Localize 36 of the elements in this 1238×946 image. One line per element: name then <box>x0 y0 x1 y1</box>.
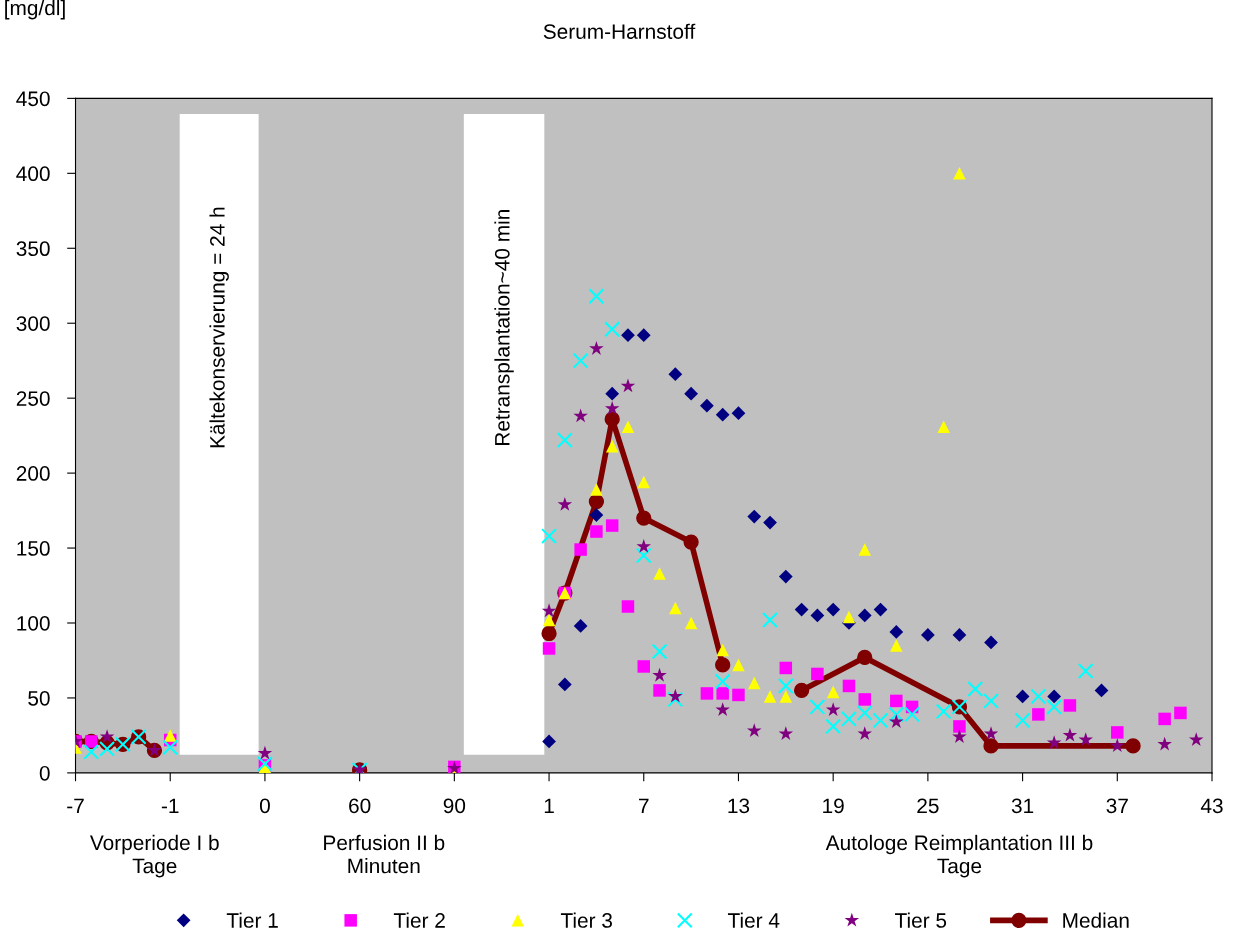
y-tick-label: 100 <box>17 615 50 631</box>
annotation: Retransplantation~40 min <box>494 210 514 445</box>
text: Perfusion II b Minuten <box>324 834 445 874</box>
legend-label: Tier 2 <box>393 912 445 928</box>
x-tick-label: 60 <box>349 798 371 814</box>
x-tick-label: -7 <box>67 798 84 813</box>
text: Autologe Reimplantation III b Tage <box>825 834 1093 878</box>
x-tick-label: 25 <box>917 798 939 814</box>
text: Vorperiode I b Tage <box>89 834 219 878</box>
y-tick-label: 450 <box>16 91 50 107</box>
x-tick-label: 43 <box>1200 798 1223 814</box>
legend-label: Tier 5 <box>895 912 947 928</box>
y-tick-label: 200 <box>16 466 50 481</box>
x-tick-label: 90 <box>443 798 466 814</box>
y-tick-label: 250 <box>16 391 50 406</box>
y-tick-label: 150 <box>17 541 50 556</box>
chart-title: Serum-Harnstoff <box>543 23 696 39</box>
legend-label: Tier 3 <box>560 912 612 928</box>
x-tick-label: 0 <box>259 798 270 814</box>
x-tick-label: 19 <box>823 798 844 814</box>
x-tick-label: 7 <box>639 798 649 813</box>
x-tick-label: -1 <box>161 798 179 813</box>
legend-label: Median <box>1063 912 1129 928</box>
legend-label: Tier 4 <box>727 912 780 928</box>
y-tick-label: 50 <box>28 690 50 706</box>
y-tick-label: 300 <box>16 316 50 331</box>
x-tick-label: 13 <box>728 798 750 814</box>
x-tick-label: 31 <box>1011 798 1034 814</box>
y-tick-label: 0 <box>39 765 50 781</box>
y-tick-label: 350 <box>16 241 50 257</box>
annotation: Kältekonservierung = 24 h <box>209 207 229 448</box>
legend-label: Tier 1 <box>226 912 278 928</box>
x-tick-label: 37 <box>1106 798 1128 814</box>
x-tick-label: 1 <box>544 798 554 813</box>
y-tick-label: 400 <box>16 166 50 182</box>
y-axis-title: [mg/dl] <box>5 0 65 20</box>
